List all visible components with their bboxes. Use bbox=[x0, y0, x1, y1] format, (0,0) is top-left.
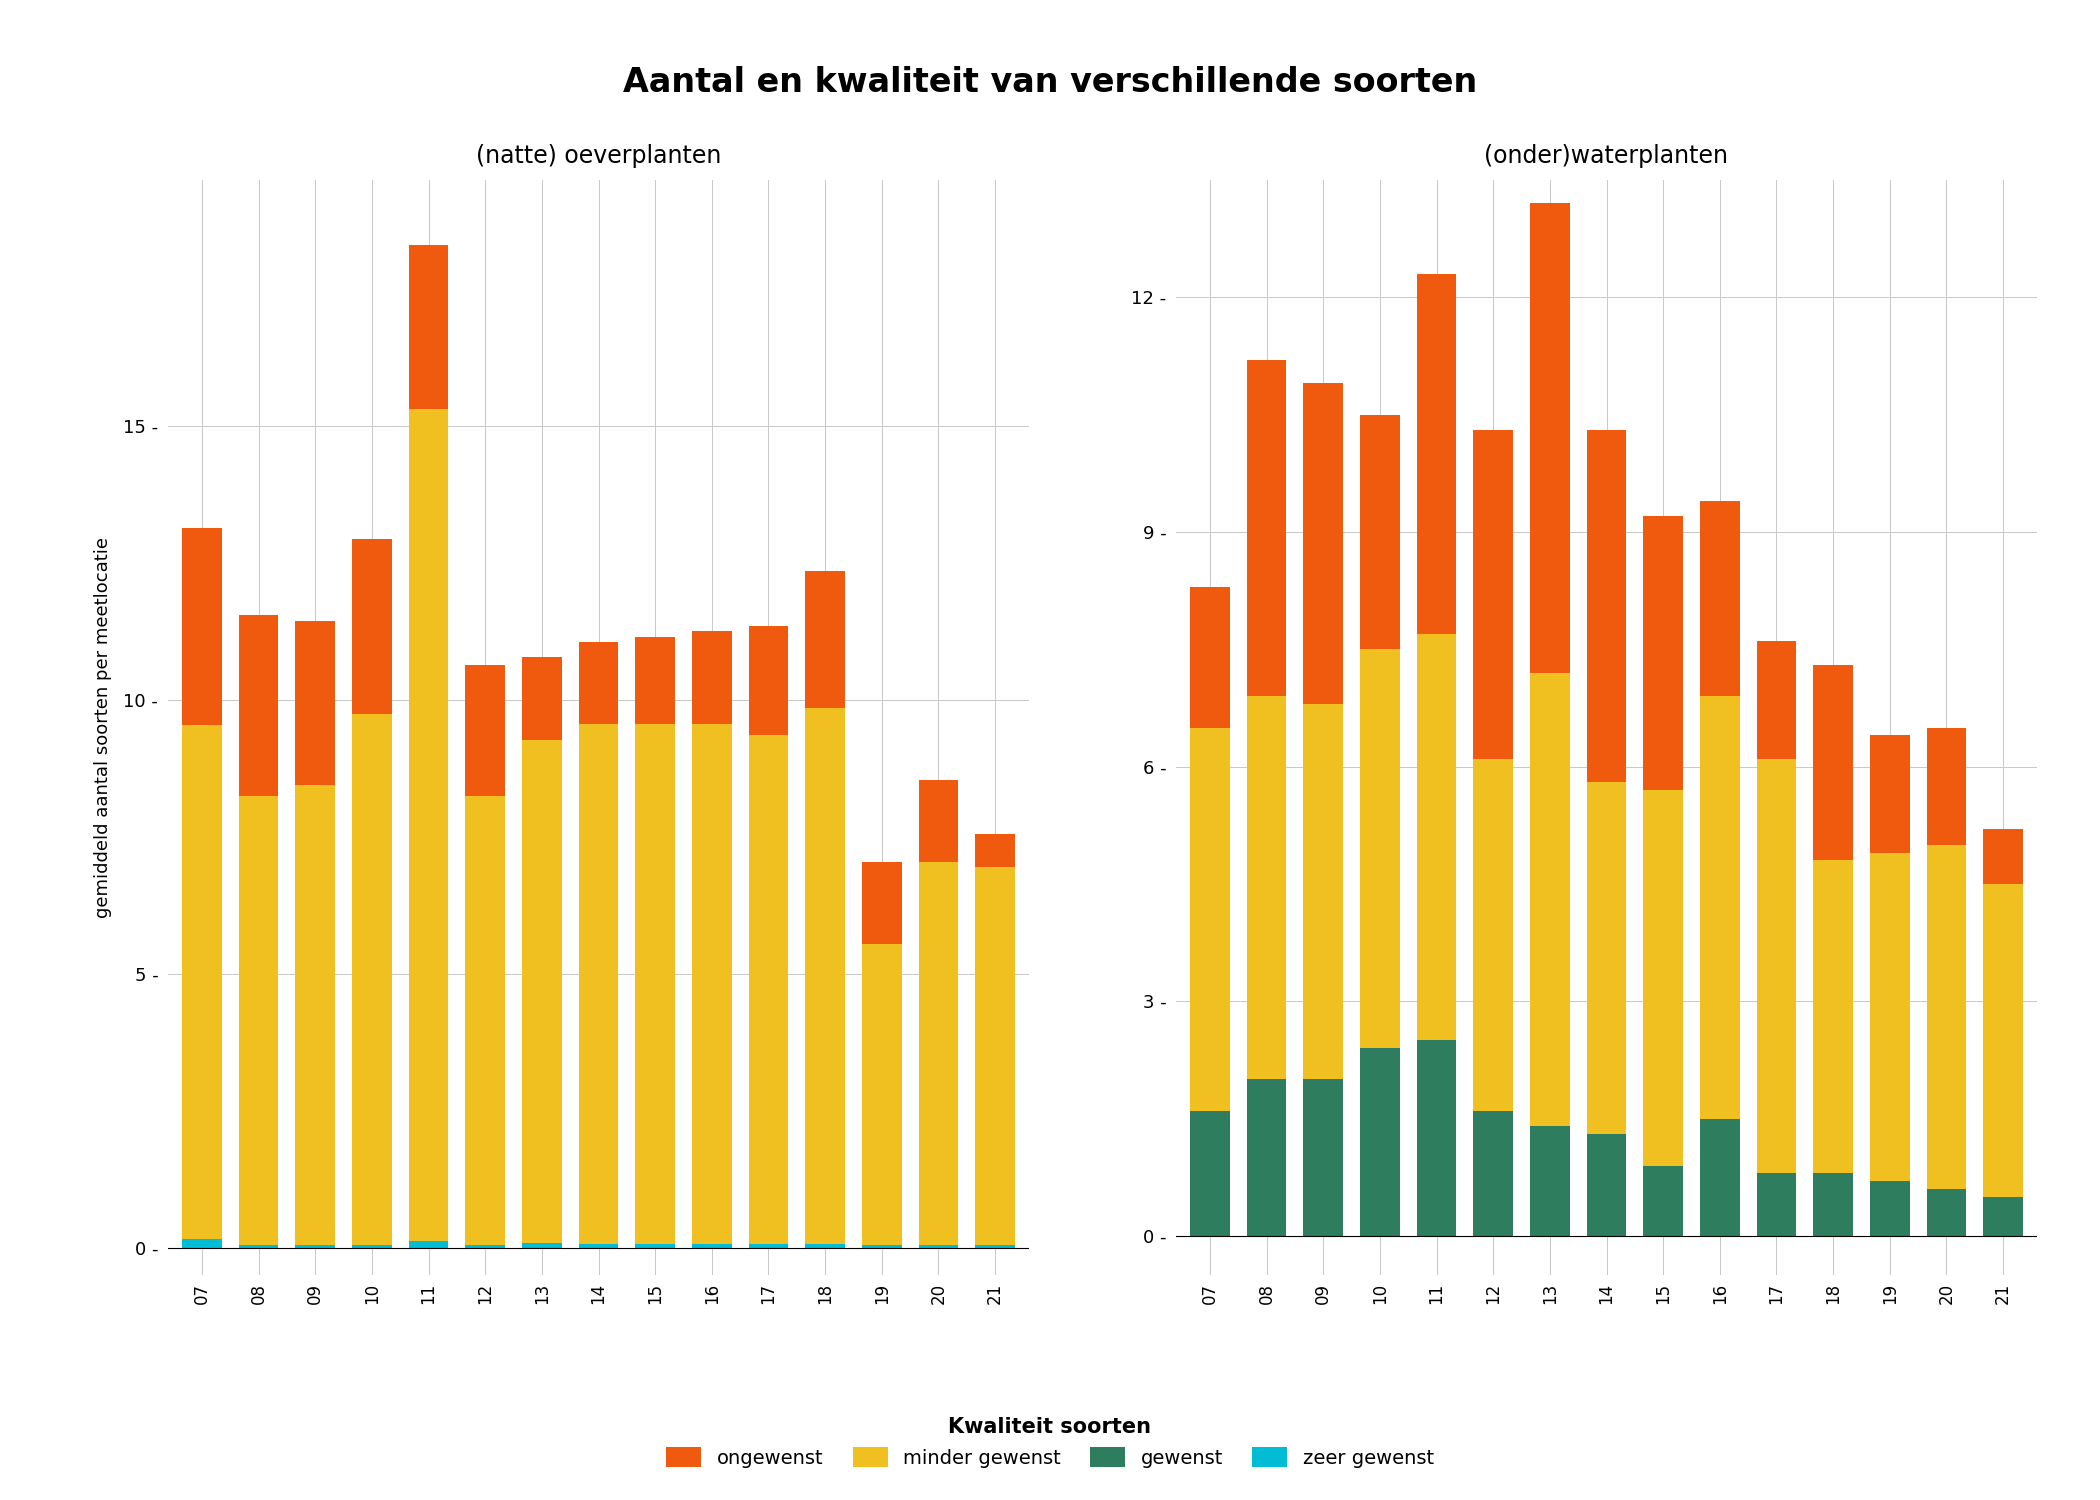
Bar bbox=[296, 621, 336, 784]
Bar bbox=[239, 796, 279, 1245]
Bar bbox=[804, 572, 844, 708]
Bar bbox=[183, 724, 223, 1239]
Bar bbox=[1191, 1110, 1231, 1236]
Bar bbox=[580, 1245, 617, 1248]
Bar bbox=[974, 867, 1014, 1245]
Bar bbox=[918, 1245, 958, 1248]
Bar bbox=[1304, 384, 1344, 704]
Bar bbox=[466, 1245, 504, 1248]
Bar bbox=[1756, 1173, 1796, 1236]
Text: Aantal en kwaliteit van verschillende soorten: Aantal en kwaliteit van verschillende so… bbox=[624, 66, 1476, 99]
Bar bbox=[693, 724, 731, 1245]
Bar bbox=[1982, 884, 2022, 1197]
Bar bbox=[918, 780, 958, 861]
Bar bbox=[974, 1245, 1014, 1248]
Bar bbox=[1926, 1190, 1966, 1236]
Bar bbox=[353, 538, 393, 714]
Bar bbox=[1869, 735, 1909, 852]
Bar bbox=[1531, 204, 1569, 674]
Bar bbox=[1191, 586, 1231, 728]
Bar bbox=[636, 1245, 674, 1248]
Bar bbox=[1701, 1119, 1739, 1236]
Bar bbox=[1701, 696, 1739, 1119]
Bar bbox=[1812, 861, 1852, 1173]
Bar bbox=[861, 1245, 901, 1248]
Bar bbox=[1361, 650, 1401, 1048]
Bar bbox=[636, 636, 674, 724]
Title: (natte) oeverplanten: (natte) oeverplanten bbox=[477, 144, 720, 168]
Bar bbox=[296, 1245, 336, 1248]
Bar bbox=[1474, 430, 1512, 759]
Bar bbox=[1644, 790, 1682, 1166]
Bar bbox=[1756, 759, 1796, 1173]
Bar bbox=[580, 642, 617, 724]
Bar bbox=[1531, 1126, 1569, 1236]
Bar bbox=[1531, 672, 1569, 1126]
Bar bbox=[353, 1245, 393, 1248]
Bar bbox=[918, 861, 958, 1245]
Bar bbox=[804, 1245, 844, 1248]
Bar bbox=[636, 724, 674, 1245]
Bar bbox=[861, 944, 901, 1245]
Bar bbox=[693, 632, 731, 724]
Bar bbox=[1926, 728, 1966, 844]
Bar bbox=[183, 1239, 223, 1248]
Bar bbox=[523, 740, 561, 1244]
Bar bbox=[1418, 633, 1457, 1041]
Bar bbox=[1361, 414, 1401, 650]
Bar bbox=[1869, 852, 1909, 1180]
Bar bbox=[410, 1240, 449, 1248]
Bar bbox=[1812, 664, 1852, 861]
Bar bbox=[804, 708, 844, 1245]
Y-axis label: gemiddeld aantal soorten per meetlocatie: gemiddeld aantal soorten per meetlocatie bbox=[94, 537, 111, 918]
Bar bbox=[1756, 642, 1796, 759]
Bar bbox=[1474, 1110, 1512, 1236]
Bar bbox=[239, 615, 279, 797]
Bar bbox=[1361, 1048, 1401, 1236]
Bar bbox=[410, 244, 449, 410]
Bar bbox=[353, 714, 393, 1245]
Bar bbox=[693, 1245, 731, 1248]
Bar bbox=[1304, 1080, 1344, 1236]
Bar bbox=[1474, 759, 1512, 1110]
Bar bbox=[1982, 1197, 2022, 1236]
Legend: ongewenst, minder gewenst, gewenst, zeer gewenst: ongewenst, minder gewenst, gewenst, zeer… bbox=[659, 1410, 1441, 1476]
Bar bbox=[239, 1245, 279, 1248]
Bar bbox=[1982, 830, 2022, 884]
Bar bbox=[1418, 274, 1457, 633]
Bar bbox=[1247, 1080, 1287, 1236]
Bar bbox=[1644, 1166, 1682, 1236]
Bar bbox=[410, 410, 449, 1240]
Bar bbox=[1418, 1041, 1457, 1236]
Bar bbox=[1304, 704, 1344, 1080]
Bar bbox=[1247, 696, 1287, 1080]
Bar bbox=[523, 1244, 561, 1248]
Bar bbox=[861, 861, 901, 944]
Bar bbox=[466, 796, 504, 1245]
Bar bbox=[1588, 783, 1625, 1134]
Bar bbox=[183, 528, 223, 724]
Bar bbox=[1588, 1134, 1625, 1236]
Bar bbox=[580, 724, 617, 1245]
Bar bbox=[748, 626, 788, 735]
Bar bbox=[466, 664, 504, 796]
Title: (onder)waterplanten: (onder)waterplanten bbox=[1485, 144, 1728, 168]
Bar bbox=[1644, 516, 1682, 790]
Bar bbox=[748, 1245, 788, 1248]
Bar bbox=[523, 657, 561, 740]
Bar bbox=[748, 735, 788, 1245]
Bar bbox=[974, 834, 1014, 867]
Bar bbox=[1247, 360, 1287, 696]
Bar bbox=[1588, 430, 1625, 783]
Bar bbox=[1869, 1180, 1909, 1236]
Bar bbox=[1191, 728, 1231, 1110]
Bar bbox=[1812, 1173, 1852, 1236]
Bar bbox=[1701, 501, 1739, 696]
Bar bbox=[296, 784, 336, 1245]
Bar bbox=[1926, 844, 1966, 1190]
